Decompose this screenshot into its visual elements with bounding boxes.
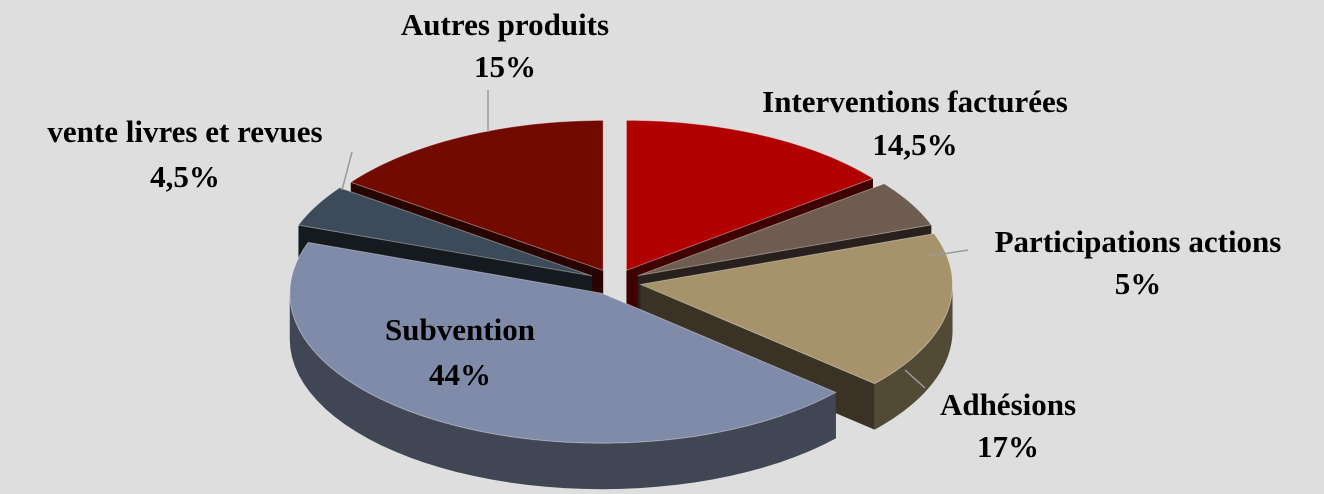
slice-value-label: 15% [474, 49, 536, 84]
slice-top [638, 233, 954, 385]
slice-value-label: 14,5% [872, 127, 957, 162]
slice-label: Subvention [385, 312, 535, 347]
leader-line [904, 369, 926, 389]
slice-top [289, 241, 837, 444]
leader-line [341, 151, 353, 191]
slice-value-label: 5% [1115, 266, 1162, 301]
slice-top [637, 183, 933, 277]
leader-line [929, 249, 969, 257]
slice [289, 241, 837, 490]
slice-side [874, 284, 953, 430]
slice-value-label: 44% [429, 357, 491, 392]
slice-top [625, 119, 875, 272]
slice-label: Participations actions [995, 224, 1282, 259]
slice-value-label: 17% [977, 429, 1039, 464]
slice-top [297, 187, 593, 277]
slice-top [349, 119, 604, 272]
slice-label: Interventions facturées [762, 84, 1068, 119]
slice-value-label: 4,5% [150, 159, 220, 194]
slice-side [289, 293, 836, 490]
slice-label: Autres produits [401, 7, 609, 42]
pie [289, 119, 954, 490]
slice-label: Adhésions [940, 387, 1076, 422]
slice-label: vente livres et revues [47, 114, 322, 149]
